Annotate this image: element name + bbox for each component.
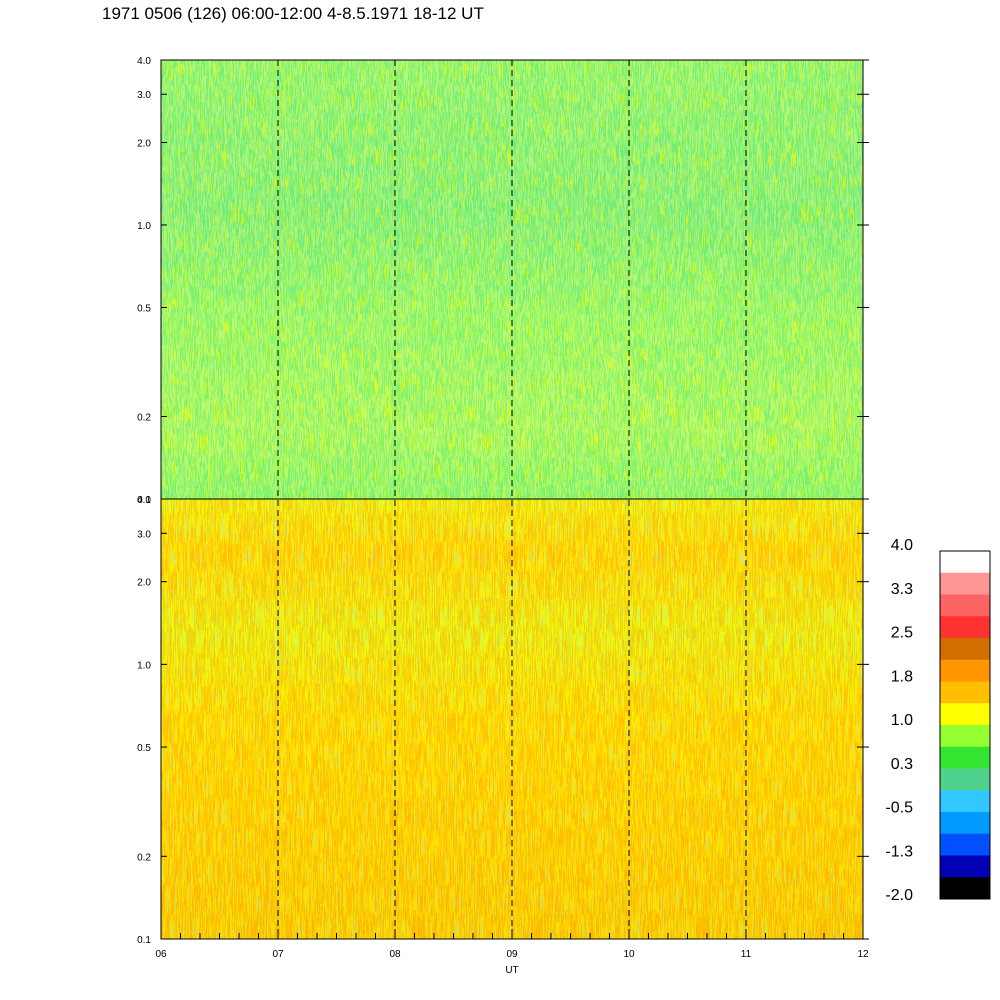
colorbar-label: 2.5 [891, 625, 913, 642]
colorbar-swatch [940, 855, 990, 878]
x-tick-label: 09 [506, 949, 518, 960]
x-tick-label: 11 [741, 949, 752, 960]
colorbar-swatch [940, 790, 990, 813]
colorbar-swatch [940, 638, 990, 661]
colorbar-label: 1.0 [891, 712, 913, 729]
x-tick-label: 06 [155, 949, 167, 960]
colorbar-swatch [940, 877, 990, 900]
colorbar-label: -2.0 [885, 887, 913, 904]
x-axis-label: UT [505, 965, 518, 976]
x-tick-label: 12 [857, 949, 869, 960]
colorbar-label: 0.3 [891, 756, 913, 773]
colorbar-swatch [940, 551, 990, 574]
colorbar-swatch [940, 681, 990, 704]
y-tick-label-upper: 3.0 [137, 90, 151, 101]
y-tick-label-lower: 2.0 [137, 578, 151, 589]
y-tick-label-upper: 0.2 [137, 413, 151, 424]
colorbar-swatch [940, 812, 990, 835]
colorbar-swatch [940, 746, 990, 769]
y-tick-label-upper: 2.0 [137, 138, 151, 149]
colorbar-swatch [940, 594, 990, 617]
colorbar-label: 4.0 [891, 537, 913, 554]
colorbar-swatch [940, 703, 990, 726]
colorbar-label: 1.8 [891, 668, 913, 685]
chart-marks: 0.10.20.51.02.03.04.00.10.20.51.02.03.04… [137, 56, 991, 976]
y-tick-label-upper: 0.5 [137, 303, 151, 314]
colorbar-label: -0.5 [885, 800, 913, 817]
y-tick-label-upper: 4.0 [137, 56, 151, 67]
y-tick-label-lower: 4.0 [137, 495, 151, 506]
y-tick-label-lower: 1.0 [137, 660, 151, 671]
colorbar-swatch [940, 572, 990, 595]
colorbar-swatch [940, 833, 990, 856]
colorbar-label: -1.3 [885, 843, 913, 860]
colorbar-label: 3.3 [891, 581, 913, 598]
colorbar-swatch [940, 616, 990, 639]
y-tick-label-lower: 0.1 [137, 935, 151, 946]
y-tick-label-lower: 3.0 [137, 529, 151, 540]
x-tick-label: 08 [389, 949, 401, 960]
colorbar-swatch [940, 725, 990, 748]
chart-title: 1971 0506 (126) 06:00-12:00 4-8.5.1971 1… [102, 4, 484, 23]
colorbar-swatch [940, 659, 990, 682]
y-tick-label-lower: 0.2 [137, 852, 151, 863]
y-tick-label-upper: 0.1 [137, 495, 151, 506]
y-tick-label-upper: 1.0 [137, 221, 151, 232]
x-tick-label: 07 [272, 949, 284, 960]
colorbar-frame [939, 550, 991, 900]
x-tick-label: 10 [623, 949, 635, 960]
y-tick-label-lower: 0.5 [137, 743, 151, 754]
colorbar-swatch [940, 768, 990, 791]
